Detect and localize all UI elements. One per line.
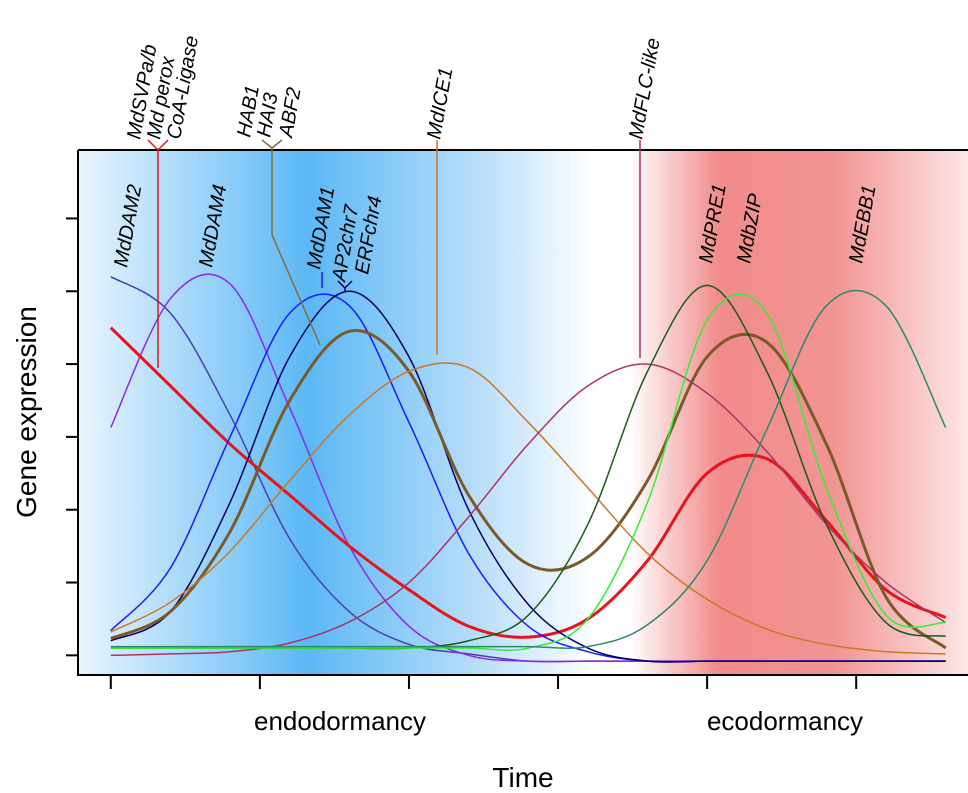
gene-label: MdFLC-like — [625, 36, 664, 141]
y-axis-label: Gene expression — [11, 306, 42, 518]
axis-frame — [77, 149, 968, 676]
pointer — [147, 139, 169, 368]
gene-label: MdICE1 — [423, 66, 457, 141]
pointer — [261, 139, 321, 346]
series-line — [110, 289, 947, 649]
series-line — [110, 293, 946, 651]
series-line — [110, 329, 947, 650]
curves — [109, 273, 947, 663]
series-line — [110, 362, 946, 655]
plot-background — [78, 150, 968, 675]
series-line — [110, 290, 946, 663]
region-label: ecodormancy — [707, 706, 863, 736]
gene-label: ABF2 — [275, 86, 306, 140]
pointer — [337, 280, 353, 292]
region-label: endodormancy — [254, 706, 426, 736]
series-line — [109, 326, 947, 639]
pointers — [147, 139, 641, 368]
x-axis-label: Time — [492, 762, 553, 793]
